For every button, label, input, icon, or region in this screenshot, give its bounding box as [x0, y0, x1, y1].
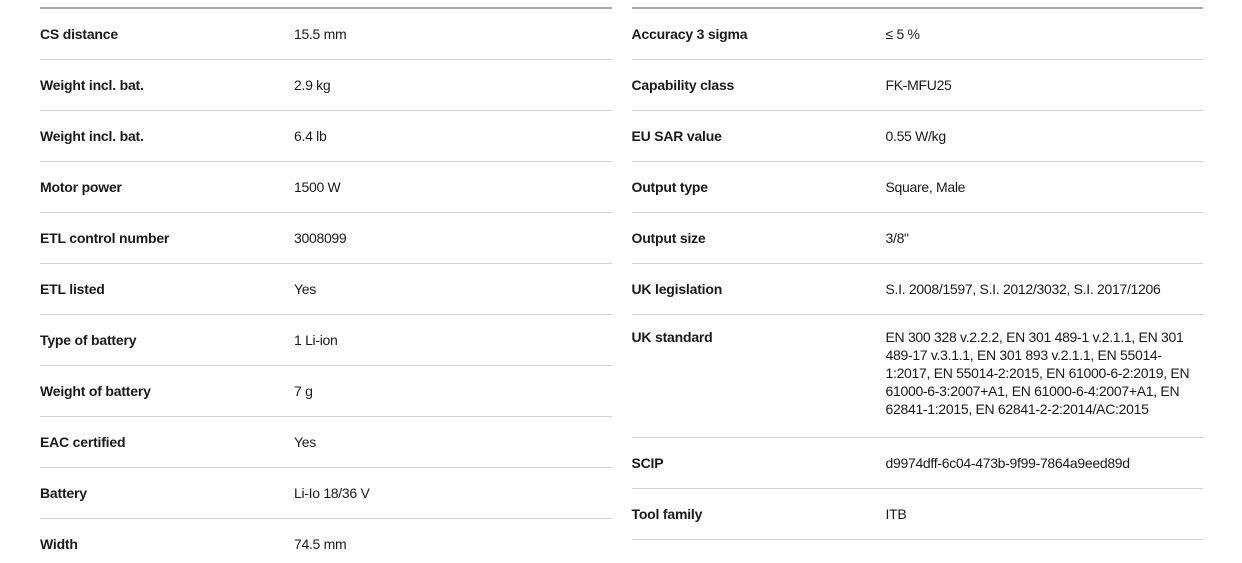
spec-row-label: ETL listed: [40, 281, 105, 297]
spec-row: ETL listed Yes: [40, 264, 612, 315]
spec-row-label: Output type: [631, 179, 709, 195]
spec-row: Weight incl. bat. 6.4 lb: [40, 111, 612, 162]
spec-row: Output size 3/8": [631, 213, 1203, 264]
spec-row: Width 74.5 mm: [40, 519, 612, 563]
spec-row: CS distance 15.5 mm: [40, 9, 612, 60]
spec-row-label: UK legislation: [631, 281, 723, 297]
spec-row-value: Yes: [294, 434, 316, 450]
spec-row-value: 15.5 mm: [294, 26, 347, 42]
spec-row: Weight incl. bat. 2.9 kg: [40, 60, 612, 111]
spec-row-value: 3008099: [294, 230, 347, 246]
spec-row-label: Battery: [40, 485, 87, 501]
spec-row-value: 6.4 lb: [294, 128, 327, 144]
spec-row: UK legislation S.I. 2008/1597, S.I. 2012…: [631, 264, 1203, 315]
spec-row: Battery Li-Io 18/36 V: [40, 468, 612, 519]
spec-row: SCIP d9974dff-6c04-473b-9f99-7864a9eed89…: [631, 438, 1203, 489]
spec-row-label: Weight incl. bat.: [40, 77, 144, 93]
spec-row-label: SCIP: [631, 455, 664, 471]
spec-row: Output type Square, Male: [631, 162, 1203, 213]
spec-row-value: 74.5 mm: [294, 536, 347, 552]
spec-row-label: EU SAR value: [631, 128, 722, 144]
spec-table-left-column: CS distance 15.5 mm Weight incl. bat. 2.…: [40, 7, 612, 563]
spec-row-value: Square, Male: [885, 179, 966, 195]
spec-row-label: Weight of battery: [40, 383, 151, 399]
spec-row-value: 1500 W: [294, 179, 341, 195]
spec-row-value: d9974dff-6c04-473b-9f99-7864a9eed89d: [885, 455, 1131, 471]
spec-row-label: Tool family: [631, 506, 703, 522]
spec-row-value: EN 300 328 v.2.2.2, EN 301 489-1 v.2.1.1…: [885, 329, 1190, 417]
spec-row-value: Li-Io 18/36 V: [294, 485, 370, 501]
spec-row-value: 0.55 W/kg: [885, 128, 947, 144]
spec-row-value: 2.9 kg: [294, 77, 331, 93]
spec-row: Capability class FK-MFU25: [631, 60, 1203, 111]
spec-row: Motor power 1500 W: [40, 162, 612, 213]
spec-row-value: ITB: [885, 506, 907, 522]
spec-row-label: Type of battery: [40, 332, 137, 348]
spec-row-label: UK standard: [631, 329, 713, 345]
spec-row-label: Motor power: [40, 179, 122, 195]
spec-table-right-column: Accuracy 3 sigma ≤ 5 % Capability class …: [631, 7, 1203, 540]
spec-row: ETL control number 3008099: [40, 213, 612, 264]
spec-row-label: Output size: [631, 230, 706, 246]
spec-row-value: 1 Li-ion: [294, 332, 338, 348]
spec-row: EAC certified Yes: [40, 417, 612, 468]
spec-row-label: EAC certified: [40, 434, 126, 450]
spec-row: EU SAR value 0.55 W/kg: [631, 111, 1203, 162]
spec-row: Weight of battery 7 g: [40, 366, 612, 417]
spec-row-label: Capability class: [631, 77, 735, 93]
spec-row-value: S.I. 2008/1597, S.I. 2012/3032, S.I. 201…: [885, 281, 1161, 297]
spec-row: UK standard EN 300 328 v.2.2.2, EN 301 4…: [631, 315, 1203, 438]
spec-row: Accuracy 3 sigma ≤ 5 %: [631, 9, 1203, 60]
spec-row-label: ETL control number: [40, 230, 170, 246]
spec-row: Tool family ITB: [631, 489, 1203, 540]
spec-row-value: Yes: [294, 281, 316, 297]
spec-row-value: 3/8": [885, 230, 910, 246]
spec-row-label: Width: [40, 536, 78, 552]
spec-row: Type of battery 1 Li-ion: [40, 315, 612, 366]
spec-row-label: CS distance: [40, 26, 118, 42]
spec-row-value: ≤ 5 %: [885, 26, 921, 42]
spec-row-label: Weight incl. bat.: [40, 128, 144, 144]
spec-row-value: 7 g: [294, 383, 313, 399]
spec-row-label: Accuracy 3 sigma: [631, 26, 748, 42]
spec-row-value: FK-MFU25: [885, 77, 952, 93]
